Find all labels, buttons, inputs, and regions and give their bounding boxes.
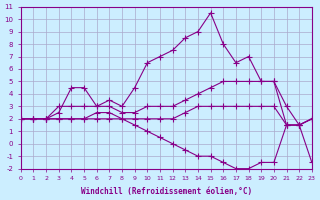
X-axis label: Windchill (Refroidissement éolien,°C): Windchill (Refroidissement éolien,°C) (81, 187, 252, 196)
